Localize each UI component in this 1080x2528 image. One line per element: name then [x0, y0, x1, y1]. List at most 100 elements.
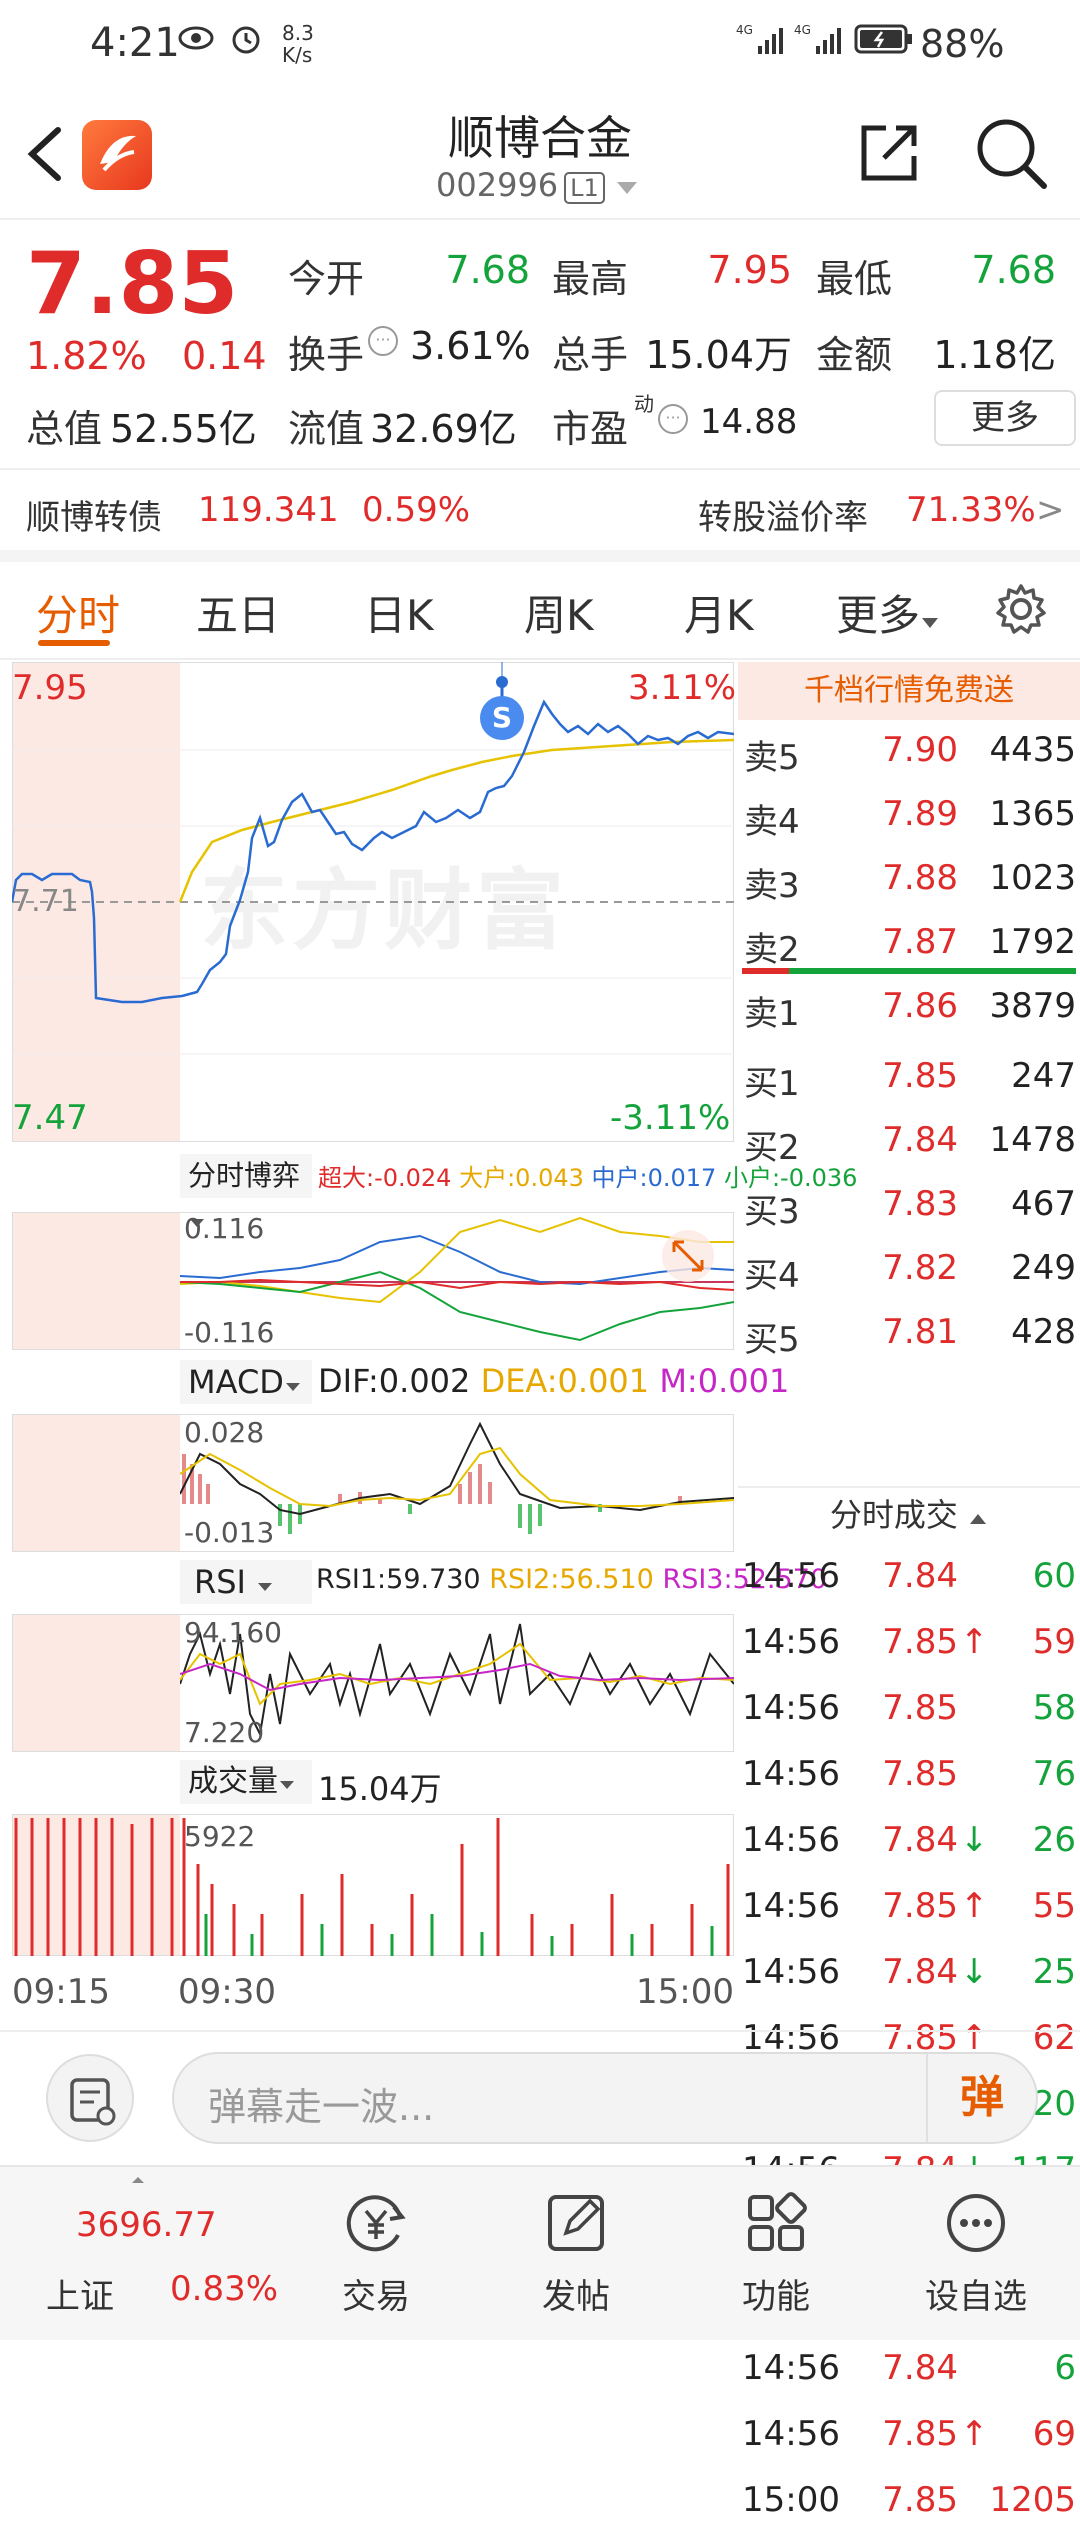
volume-chart — [14, 1818, 730, 1956]
tab-more[interactable]: 更多 — [836, 582, 940, 643]
nav-functions[interactable]: 功能 — [676, 2167, 876, 2342]
trade-direction-icon: ↑ — [960, 2414, 989, 2454]
danmu-toggle-button[interactable]: 弹 — [926, 2054, 1036, 2142]
bid-label: 买1 — [744, 1064, 800, 1104]
share-icon[interactable] — [856, 120, 922, 186]
ask-row[interactable]: 卖5 7.90 4435 — [738, 730, 1080, 778]
ask-row[interactable]: 卖4 7.89 1365 — [738, 794, 1080, 842]
level2-promo-banner[interactable]: 千档行情免费送 — [738, 662, 1080, 720]
trade-volume: 1205 — [989, 2480, 1076, 2520]
info-icon[interactable]: ··· — [368, 326, 398, 356]
danmu-placeholder: 弹幕走一波... — [208, 2085, 435, 2129]
legend-dif: DIF:0.002 — [318, 1362, 471, 1400]
bid-row[interactable]: 买2 7.84 1478 — [738, 1120, 1080, 1168]
mktcap-label: 总值 — [26, 407, 103, 451]
info-icon[interactable]: ··· — [658, 404, 688, 434]
chart-tabs: 分时 五日 日K 周K 月K 更多 — [0, 560, 1080, 660]
ask-label: 卖3 — [744, 866, 800, 906]
edit-post-icon — [548, 2195, 604, 2251]
comment-bar: 弹幕走一波... 弹 — [0, 2030, 1080, 2160]
nav-add-watchlist[interactable]: 设自选 — [876, 2167, 1076, 2342]
trade-row: 14:56 7.85 ↑ 59 — [738, 1622, 1080, 1670]
trade-price: 7.84 — [882, 2348, 958, 2388]
convertible-bond-row[interactable]: 顺博转债 119.341 0.59% 转股溢价率 71.33% > — [0, 468, 1080, 550]
back-icon[interactable] — [20, 124, 66, 184]
amount-value: 1.18亿 — [933, 333, 1056, 377]
open-label: 今开 — [288, 257, 365, 301]
ask-label: 卖2 — [744, 930, 800, 970]
ask-row[interactable]: 卖1 7.86 3879 — [738, 986, 1080, 1034]
chart-mid-price: 7.71 — [12, 884, 79, 919]
trade-volume: 6 — [1054, 2348, 1076, 2388]
price-line-chart — [12, 662, 734, 1055]
alarm-icon — [232, 26, 260, 54]
more-dots-icon — [947, 2194, 1005, 2252]
trade-row: 14:56 7.85 ↑ 55 — [738, 1886, 1080, 1934]
settings-gear-icon[interactable] — [994, 582, 1048, 636]
caret-down-icon — [258, 1583, 273, 1591]
tab-intraday[interactable]: 分时 — [36, 591, 121, 640]
grid-functions-icon — [748, 2192, 807, 2251]
ask-row[interactable]: 卖3 7.88 1023 — [738, 858, 1080, 906]
stock-code[interactable]: 002996 L1 — [436, 166, 639, 204]
ask-price: 7.89 — [882, 794, 958, 834]
indicator-select-game[interactable]: 分时博弈 — [180, 1154, 312, 1227]
premium-label: 转股溢价率 — [698, 498, 868, 538]
caret-up-icon — [970, 1514, 987, 1524]
active-tab-indicator — [38, 640, 110, 646]
rsi-bottom: 7.220 — [184, 1716, 265, 1749]
more-button[interactable]: 更多 — [934, 390, 1076, 446]
trade-price: 7.85 — [882, 2018, 958, 2058]
bid-volume: 249 — [1011, 1248, 1076, 1288]
trade-price: 7.84 — [882, 1820, 958, 1860]
bond-pct: 0.59% — [362, 490, 471, 530]
nav-trade[interactable]: 交易 — [276, 2167, 476, 2342]
indicator-select-rsi[interactable]: RSI — [180, 1560, 312, 1604]
danmu-input[interactable]: 弹幕走一波... 弹 — [172, 2052, 1038, 2144]
macd-chart — [180, 1421, 734, 1534]
game-chart — [180, 1216, 734, 1342]
header: 顺博合金 002996 L1 — [0, 90, 1080, 220]
indicator-select-macd[interactable]: MACD — [180, 1360, 312, 1404]
trades-header[interactable]: 分时成交 — [738, 1488, 1080, 1542]
signal-4g-icon: 4G — [794, 23, 841, 54]
trade-volume: 76 — [1032, 1754, 1076, 1794]
trade-volume: 60 — [1032, 1556, 1076, 1596]
float-label: 流值 — [288, 407, 365, 451]
buy-sell-ratio-bar — [742, 968, 1076, 974]
indicator-select-volume[interactable]: 成交量 — [180, 1760, 312, 1804]
search-icon[interactable] — [974, 116, 1050, 192]
ask-row[interactable]: 卖2 7.87 1792 — [738, 922, 1080, 970]
network-speed: 8.3 K/s — [282, 21, 314, 67]
tab-monthly-k[interactable]: 月K — [684, 591, 754, 640]
bid-row[interactable]: 买4 7.82 249 — [738, 1248, 1080, 1296]
tab-five-day[interactable]: 五日 — [196, 591, 281, 640]
sell-marker-icon[interactable]: S — [480, 696, 524, 740]
nav-index-ticker[interactable]: 3696.77 上证 0.83% — [0, 2167, 278, 2342]
trade-row: 14:56 7.84 ↓ 25 — [738, 1952, 1080, 2000]
trade-volume: 69 — [1032, 2414, 1076, 2454]
intraday-chart-area[interactable]: 东方财富 S 7.95 3.11% 7.71 7.47 -3.11% 分时博弈 … — [0, 660, 857, 2025]
trade-direction-icon: ↓ — [960, 1952, 989, 1992]
tab-daily-k[interactable]: 日K — [364, 591, 434, 640]
time-start: 09:15 — [12, 1972, 110, 2012]
bid-row[interactable]: 买5 7.81 428 — [738, 1312, 1080, 1360]
legend-super: 超大:-0.024 — [318, 1164, 452, 1192]
index-value: 3696.77 — [76, 2205, 217, 2245]
nav-post[interactable]: 发帖 — [476, 2167, 676, 2342]
comment-list-button[interactable] — [46, 2054, 134, 2142]
tab-weekly-k[interactable]: 周K — [524, 591, 594, 640]
volume-label: 总手 — [552, 333, 629, 377]
chart-top-price: 7.95 — [12, 668, 88, 708]
chart-top-pct: 3.11% — [628, 668, 737, 708]
legend-small: 小户:-0.036 — [723, 1164, 858, 1192]
trade-direction-icon: ↑ — [960, 1886, 989, 1926]
order-book: 千档行情免费送 卖5 7.90 4435 卖4 7.89 1365 卖3 7.88 1023 卖2… — [738, 660, 1080, 2520]
bid-row[interactable]: 买1 7.85 247 — [738, 1056, 1080, 1104]
svg-text:4G: 4G — [736, 23, 753, 37]
bid-volume: 247 — [1011, 1056, 1076, 1096]
mktcap-value: 52.55亿 — [110, 407, 257, 451]
trade-price: 7.85 — [882, 1886, 958, 1926]
bid-row[interactable]: 买3 7.83 467 — [738, 1184, 1080, 1232]
ask-volume: 4435 — [989, 730, 1076, 770]
